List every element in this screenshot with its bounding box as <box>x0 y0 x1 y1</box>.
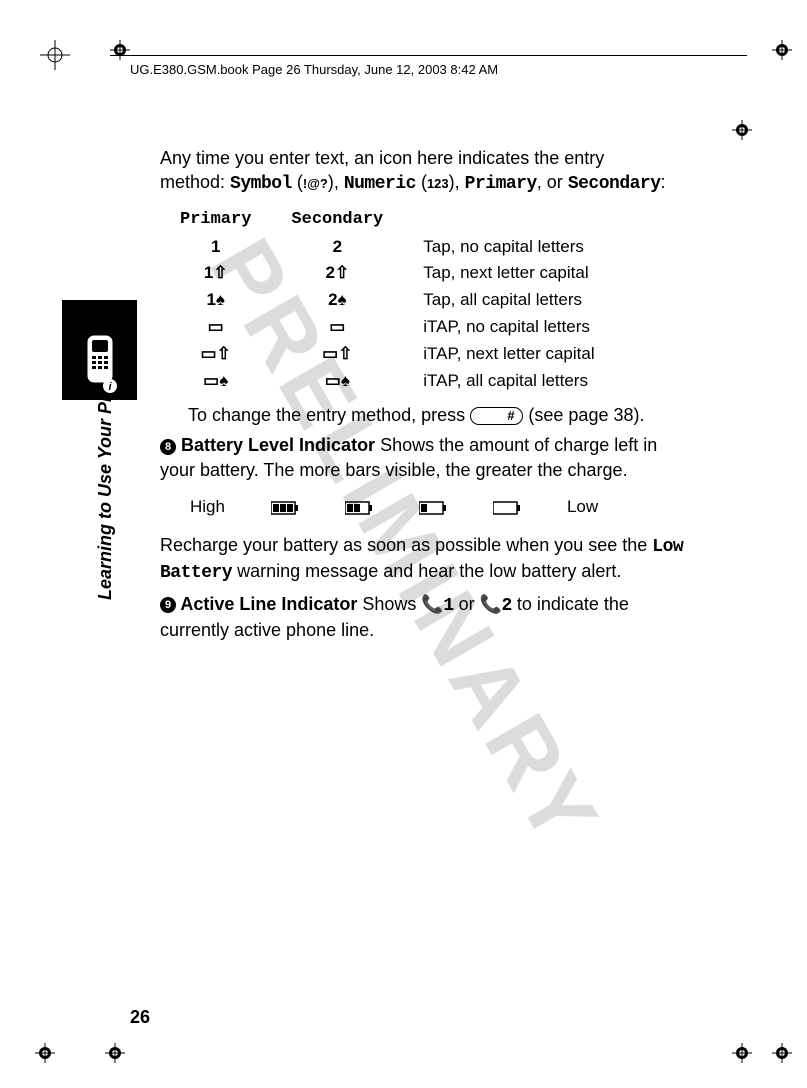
callout-8-icon: 8 <box>160 439 176 455</box>
hash-key-icon: # <box>470 407 523 425</box>
numeric-icon: 123 <box>427 176 449 191</box>
intro-line1: Any time you enter text, an icon here in… <box>160 148 604 168</box>
active-line-para: 9 Active Line Indicator Shows 📞1 or 📞2 t… <box>160 592 687 643</box>
secondary-label: Secondary <box>568 174 661 194</box>
colon: : <box>661 172 666 192</box>
cm-post: (see page 38). <box>523 405 644 425</box>
line2-icon: 📞2 <box>480 596 512 616</box>
battery-two-thirds-icon <box>345 501 373 515</box>
al-or: or <box>454 594 480 614</box>
page-content: Any time you enter text, an icon here in… <box>160 140 687 648</box>
c2: , <box>455 172 465 192</box>
crop-mark-bottom-right-2 <box>772 1043 792 1063</box>
table-row: ▭⇧▭⇧iTAP, next letter capital <box>160 341 615 368</box>
al-body1: Shows <box>357 594 421 614</box>
crop-mark-bottom-right <box>732 1043 752 1063</box>
intro-para: Any time you enter text, an icon here in… <box>160 146 687 197</box>
recharge2: warning message and hear the low battery… <box>232 561 621 581</box>
symbol-label: Symbol <box>230 174 292 194</box>
recharge-para: Recharge your battery as soon as possibl… <box>160 533 687 586</box>
header-rule <box>110 55 747 56</box>
intro-line2a: method: <box>160 172 230 192</box>
running-head: UG.E380.GSM.book Page 26 Thursday, June … <box>130 62 498 77</box>
crop-mark-top-left-2 <box>110 40 130 60</box>
battery-full-icon <box>271 501 299 515</box>
col-secondary: Secondary <box>271 207 403 234</box>
table-row: 1⇧2⇧Tap, next letter capital <box>160 260 615 287</box>
crop-mark-bottom-left <box>35 1043 55 1063</box>
active-line-title: Active Line Indicator <box>176 594 357 614</box>
battery-level-row: High Low <box>190 496 687 519</box>
recharge1: Recharge your battery as soon as possibl… <box>160 535 652 555</box>
crop-mark-side-right <box>732 120 752 140</box>
cm-pre: To change the entry method, press <box>188 405 470 425</box>
battery-high-label: High <box>190 496 225 519</box>
page-number: 26 <box>130 1007 150 1028</box>
table-row: 1♠2♠Tap, all capital letters <box>160 287 615 314</box>
battery-title: Battery Level Indicator <box>176 435 375 455</box>
callout-9-icon: 9 <box>160 597 176 613</box>
crop-mark-bottom-left-2 <box>105 1043 125 1063</box>
primary-label: Primary <box>465 174 537 194</box>
table-row: ▭♠▭♠iTAP, all capital letters <box>160 368 615 395</box>
symbol-icon: !@? <box>303 176 328 191</box>
entry-method-table: Primary Secondary 12Tap, no capital lett… <box>160 207 615 396</box>
or: , or <box>537 172 568 192</box>
c1: , <box>334 172 344 192</box>
phone-illustration: i <box>62 300 137 400</box>
change-method-para: To change the entry method, press # (see… <box>160 403 687 427</box>
table-row: 12Tap, no capital letters <box>160 234 615 261</box>
crop-mark-top-left <box>40 40 70 70</box>
crop-mark-top-right <box>772 40 792 60</box>
battery-indicator-para: 8 Battery Level Indicator Shows the amou… <box>160 433 687 482</box>
battery-low-label: Low <box>567 496 598 519</box>
line1-icon: 📞1 <box>421 596 453 616</box>
numeric-label: Numeric <box>344 174 416 194</box>
col-primary: Primary <box>160 207 271 234</box>
battery-one-third-icon <box>419 501 447 515</box>
battery-empty-icon <box>493 501 521 515</box>
table-row: ▭▭iTAP, no capital letters <box>160 314 615 341</box>
